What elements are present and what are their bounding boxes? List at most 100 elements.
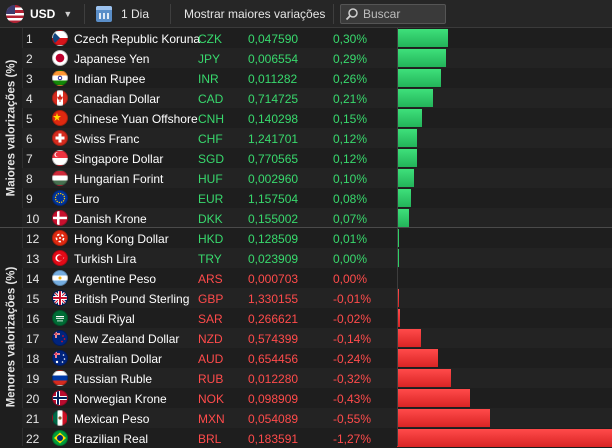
hk-flag-icon — [52, 230, 68, 246]
in-flag-icon — [52, 70, 68, 86]
currency-row[interactable]: 18 Australian Dollar AUD 0,654456 -0,24% — [22, 348, 612, 368]
search-input[interactable] — [363, 7, 443, 21]
currency-price: 0,054089 — [248, 412, 299, 426]
calendar-icon — [96, 6, 112, 22]
rank-number: 9 — [26, 192, 33, 206]
currency-name[interactable]: Canadian Dollar — [74, 92, 161, 106]
toolbar-separator — [84, 4, 85, 24]
rank-number: 8 — [26, 172, 33, 186]
change-percent: -0,55% — [333, 412, 372, 426]
currency-name[interactable]: Hong Kong Dollar — [74, 232, 169, 246]
currency-row[interactable]: 5 Chinese Yuan Offshore CNH 0,140298 0,15% — [22, 108, 612, 128]
currency-name[interactable]: Norwegian Krone — [74, 392, 167, 406]
currency-name[interactable]: Indian Rupee — [74, 72, 146, 86]
rank-number: 16 — [26, 312, 40, 326]
currency-name[interactable]: New Zealand Dollar — [74, 332, 180, 346]
change-bar — [397, 149, 418, 167]
currency-price: 0,023909 — [248, 252, 299, 266]
currency-row[interactable]: 21 Mexican Peso MXN 0,054089 -0,55% — [22, 408, 612, 428]
ca-flag-icon — [52, 90, 68, 106]
currency-name[interactable]: Brazilian Real — [74, 432, 149, 446]
currency-row[interactable]: 20 Norwegian Krone NOK 0,098909 -0,43% — [22, 388, 612, 408]
mx-flag-icon — [52, 410, 68, 426]
rank-number: 15 — [26, 292, 40, 306]
currency-row[interactable]: 6 Swiss Franc CHF 1,241701 0,12% — [22, 128, 612, 148]
currency-code: AUD — [198, 352, 224, 366]
currency-name[interactable]: Euro — [74, 192, 100, 206]
currency-code: SGD — [198, 152, 225, 166]
currency-name[interactable]: Mexican Peso — [74, 412, 150, 426]
currency-price: 0,140298 — [248, 112, 299, 126]
currency-name[interactable]: Danish Krone — [74, 212, 147, 226]
currency-name[interactable]: Hungarian Forint — [74, 172, 164, 186]
change-percent: 0,00% — [333, 252, 368, 266]
gainers-label-text: Maiores valorizações (%) — [5, 59, 17, 196]
currency-code: INR — [198, 72, 219, 86]
currency-selector[interactable]: USD ▼ — [6, 5, 72, 23]
gainers-group-label: Maiores valorizações (%) — [0, 28, 22, 227]
currency-row[interactable]: 1 Czech Republic Koruna CZK 0,047590 0,30% — [22, 28, 612, 48]
currency-price: 1,330155 — [248, 292, 299, 306]
currency-name[interactable]: Australian Dollar — [74, 352, 163, 366]
currency-row[interactable]: 12 Hong Kong Dollar HKD 0,128509 0,01% — [22, 228, 612, 248]
currency-row[interactable]: 3 Indian Rupee INR 0,011282 0,26% — [22, 68, 612, 88]
rank-number: 3 — [26, 72, 33, 86]
currency-code: DKK — [198, 212, 223, 226]
currency-name[interactable]: British Pound Sterling — [74, 292, 190, 306]
currency-name[interactable]: Russian Ruble — [74, 372, 153, 386]
rank-number: 4 — [26, 92, 33, 106]
change-percent: 0,29% — [333, 52, 368, 66]
currency-row[interactable]: 9 Euro EUR 1,157504 0,08% — [22, 188, 612, 208]
currency-price: 0,011282 — [248, 72, 298, 86]
currency-row[interactable]: 16 Saudi Riyal SAR 0,266621 -0,02% — [22, 308, 612, 328]
side-divider — [22, 28, 23, 446]
currency-row[interactable]: 7 Singapore Dollar SGD 0,770565 0,12% — [22, 148, 612, 168]
currency-price: 0,183591 — [248, 432, 299, 446]
currency-name[interactable]: Swiss Franc — [74, 132, 140, 146]
change-percent: 0,15% — [333, 112, 368, 126]
losers-group-label: Menores valorizações (%) — [0, 228, 22, 446]
change-bar — [397, 349, 438, 367]
show-biggest-moves-button[interactable]: Mostrar maiores variações — [184, 7, 326, 21]
currency-code: HUF — [198, 172, 223, 186]
change-percent: 0,12% — [333, 152, 368, 166]
rank-number: 13 — [26, 252, 40, 266]
currency-code: HKD — [198, 232, 224, 246]
period-selector[interactable]: 1 Dia — [96, 4, 149, 24]
currency-name[interactable]: Argentine Peso — [74, 272, 157, 286]
change-percent: 0,08% — [333, 192, 368, 206]
currency-row[interactable]: 8 Hungarian Forint HUF 0,002960 0,10% — [22, 168, 612, 188]
currency-price: 1,241701 — [248, 132, 299, 146]
currency-row[interactable]: 19 Russian Ruble RUB 0,012280 -0,32% — [22, 368, 612, 388]
currency-code: MXN — [198, 412, 225, 426]
currency-row[interactable]: 13 Turkish Lira TRY 0,023909 0,00% — [22, 248, 612, 268]
currency-row[interactable]: 4 Canadian Dollar CAD 0,714725 0,21% — [22, 88, 612, 108]
currency-code: EUR — [198, 192, 224, 206]
search-box[interactable] — [340, 4, 446, 24]
currency-code: CZK — [198, 32, 222, 46]
rank-number: 14 — [26, 272, 40, 286]
currency-name[interactable]: Saudi Riyal — [74, 312, 135, 326]
search-icon — [345, 8, 358, 21]
change-bar — [397, 329, 421, 347]
zero-axis-line — [397, 28, 398, 446]
rank-number: 22 — [26, 432, 40, 446]
change-bar — [397, 389, 470, 407]
currency-row[interactable]: 15 British Pound Sterling GBP 1,330155 -0,01… — [22, 288, 612, 308]
currency-price: 0,002960 — [248, 172, 299, 186]
currency-name[interactable]: Czech Republic Koruna — [74, 32, 201, 46]
currency-name[interactable]: Turkish Lira — [74, 252, 137, 266]
group-divider — [0, 227, 612, 228]
currency-name[interactable]: Chinese Yuan Offshore — [74, 112, 198, 126]
currency-row[interactable]: 2 Japanese Yen JPY 0,006554 0,29% — [22, 48, 612, 68]
currency-name[interactable]: Singapore Dollar — [74, 152, 164, 166]
currency-name[interactable]: Japanese Yen — [74, 52, 150, 66]
currency-row[interactable]: 17 New Zealand Dollar NZD 0,574399 -0,14% — [22, 328, 612, 348]
currency-row[interactable]: 22 Brazilian Real BRL 0,183591 -1,27% — [22, 428, 612, 448]
change-percent: 0,10% — [333, 172, 368, 186]
ar-flag-icon — [52, 270, 68, 286]
jp-flag-icon — [52, 50, 68, 66]
currency-row[interactable]: 14 Argentine Peso ARS 0,000703 0,00% — [22, 268, 612, 288]
currency-price: 0,574399 — [248, 332, 299, 346]
currency-row[interactable]: 10 Danish Krone DKK 0,155002 0,07% — [22, 208, 612, 228]
